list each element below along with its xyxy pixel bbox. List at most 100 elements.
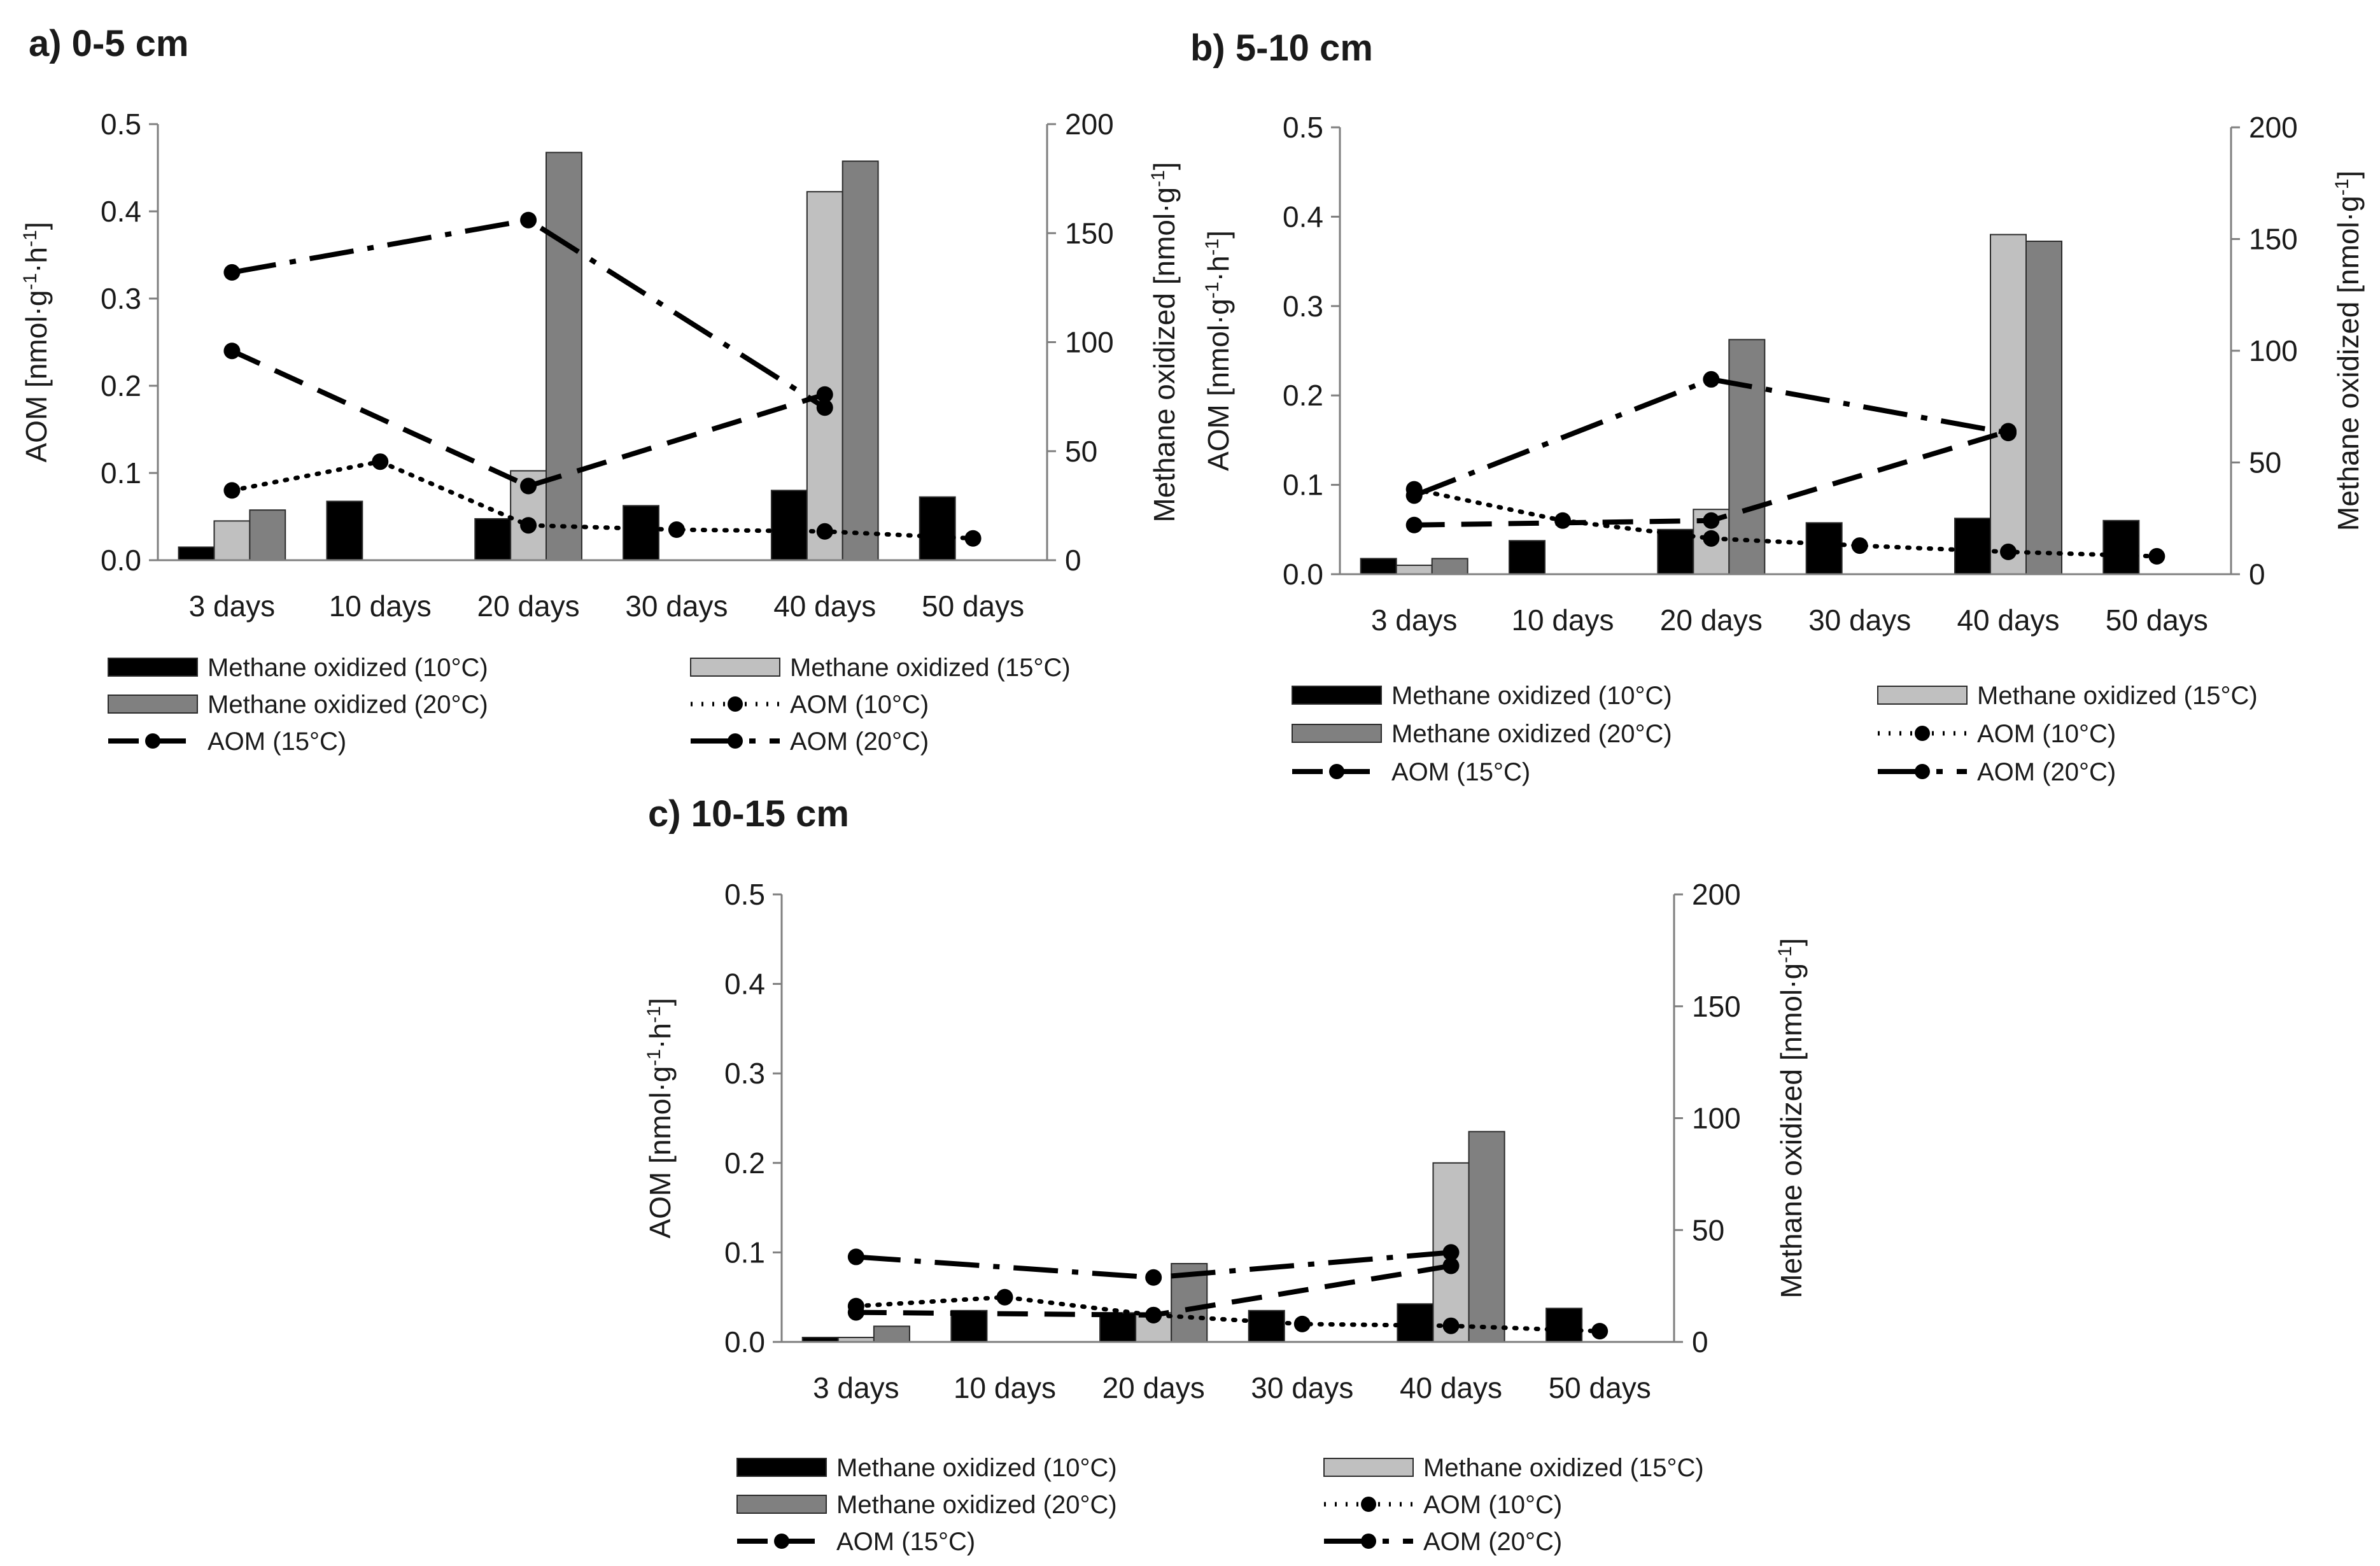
left-axis-tick-label: 0.2 bbox=[101, 369, 141, 402]
bar-s0-3 bbox=[1805, 522, 1843, 575]
line-point-s0-3 bbox=[1293, 1315, 1311, 1332]
right-axis-title: Methane oxidized [nmol·g-1] bbox=[2332, 171, 2365, 531]
chart-panel-0: a) 0-5 cm 0.0 0.1 0.2 0.3 0.4 0.5 0 50 100 150 200 A… bbox=[20, 23, 1181, 756]
line-point-s1-2 bbox=[816, 386, 833, 403]
left-axis-tick-label: 0.0 bbox=[724, 1325, 765, 1358]
legend-marker-aom20 bbox=[1361, 1534, 1376, 1549]
legend-label-aom10: AOM (10°C) bbox=[1423, 1491, 1562, 1519]
line-point-s2-0 bbox=[1405, 487, 1423, 504]
legend-swatch-mo10 bbox=[1292, 686, 1382, 705]
x-tick-label: 10 days bbox=[1511, 603, 1614, 637]
left-axis-tick-label: 0.2 bbox=[1283, 379, 1323, 412]
x-tick-label: 40 days bbox=[773, 589, 876, 623]
legend-label-mo20: Methane oxidized (20°C) bbox=[1391, 720, 1672, 748]
legend: Methane oxidized (10°C) Methane oxidized … bbox=[108, 654, 1071, 756]
line-point-s0-1 bbox=[372, 453, 389, 470]
chart-title: c) 10-15 cm bbox=[648, 793, 849, 835]
line-series-2 bbox=[1413, 376, 2009, 498]
right-axis-tick-label: 100 bbox=[2249, 334, 2298, 367]
right-axis-tick-label: 100 bbox=[1692, 1102, 1741, 1135]
line-point-s0-2 bbox=[520, 517, 537, 534]
line-point-s2-2 bbox=[2000, 425, 2017, 442]
legend-swatch-mo20 bbox=[108, 695, 198, 714]
x-tick-label: 3 days bbox=[189, 589, 276, 623]
left-axis-tick-label: 0.4 bbox=[1283, 200, 1323, 233]
left-axis-title: AOM [nmol·g-1·h-1] bbox=[20, 222, 53, 462]
right-axis-tick-label: 0 bbox=[2249, 558, 2265, 591]
x-tick-label: 30 days bbox=[1251, 1371, 1353, 1404]
bar-s1-0 bbox=[213, 520, 251, 561]
bar-s0-0 bbox=[178, 546, 215, 561]
left-axis-tick-label: 0.5 bbox=[724, 878, 765, 911]
bar-s0-0 bbox=[1360, 558, 1397, 575]
left-axis-tick-label: 0.3 bbox=[724, 1057, 765, 1090]
x-tick-label: 50 days bbox=[2106, 603, 2208, 637]
x-tick-label: 20 days bbox=[1102, 1371, 1205, 1404]
line-point-s0-4 bbox=[816, 523, 833, 540]
legend-swatch-mo15 bbox=[1323, 1458, 1414, 1477]
legend-label-aom15: AOM (15°C) bbox=[208, 728, 346, 756]
right-axis-tick-label: 0 bbox=[1065, 544, 1081, 577]
bar-s0-5 bbox=[919, 496, 956, 561]
left-axis-tick-label: 0.1 bbox=[724, 1236, 765, 1269]
legend-swatch-mo10 bbox=[736, 1458, 827, 1477]
bar-s1-4 bbox=[806, 191, 843, 561]
legend: Methane oxidized (10°C) Methane oxidized … bbox=[736, 1454, 1704, 1556]
bar-s2-0 bbox=[873, 1325, 910, 1343]
left-axis-tick-label: 0.3 bbox=[1283, 290, 1323, 323]
chart-panel-2: c) 10-15 cm 0.0 0.1 0.2 0.3 0.4 0.5 0 50 100 150 20… bbox=[644, 793, 1808, 1556]
bar-s0-1 bbox=[1509, 540, 1546, 575]
bar-s0-3 bbox=[1248, 1309, 1285, 1343]
line-point-s0-4 bbox=[2000, 543, 2017, 560]
line-point-s0-5 bbox=[2148, 547, 2165, 565]
right-axis-tick-label: 50 bbox=[1692, 1213, 1724, 1246]
legend-swatch-mo20 bbox=[1292, 724, 1382, 743]
bar-s0-2 bbox=[474, 518, 512, 561]
x-tick-label: 30 days bbox=[1808, 603, 1911, 637]
line-point-s0-4 bbox=[1442, 1317, 1460, 1334]
legend: Methane oxidized (10°C) Methane oxidized … bbox=[1292, 682, 2258, 786]
bar-s0-4 bbox=[1954, 518, 1991, 575]
right-axis-tick-label: 50 bbox=[1065, 435, 1097, 468]
legend-marker-aom10 bbox=[728, 696, 743, 712]
bar-s2-0 bbox=[249, 509, 286, 561]
bar-s2-4 bbox=[2025, 241, 2062, 575]
line-point-s2-1 bbox=[1703, 370, 1720, 388]
legend-marker-aom10 bbox=[1361, 1497, 1376, 1512]
legend-label-mo15: Methane oxidized (15°C) bbox=[790, 654, 1071, 682]
bar-s0-2 bbox=[1657, 528, 1694, 575]
x-tick-label: 10 days bbox=[954, 1371, 1056, 1404]
x-tick-label: 3 days bbox=[813, 1371, 899, 1404]
legend-label-aom20: AOM (20°C) bbox=[1423, 1528, 1562, 1556]
chart-title: b) 5-10 cm bbox=[1190, 27, 1373, 69]
line-point-s0-1 bbox=[996, 1288, 1013, 1306]
left-axis-tick-label: 0.3 bbox=[101, 282, 141, 315]
legend-label-aom15: AOM (15°C) bbox=[1391, 758, 1530, 786]
right-axis-title: Methane oxidized [nmol·g-1] bbox=[1148, 162, 1181, 522]
legend-label-mo10: Methane oxidized (10°C) bbox=[836, 1454, 1117, 1482]
line-point-s1-0 bbox=[1405, 516, 1423, 533]
bar-s1-4 bbox=[1990, 234, 2027, 575]
x-tick-label: 40 days bbox=[1400, 1371, 1502, 1404]
legend-marker-aom10 bbox=[1915, 726, 1930, 741]
line-point-s0-2 bbox=[1703, 530, 1720, 547]
legend-label-mo20: Methane oxidized (20°C) bbox=[208, 691, 488, 719]
line-point-s1-2 bbox=[1442, 1257, 1460, 1274]
bar-s1-0 bbox=[1395, 564, 1433, 575]
bar-s0-4 bbox=[770, 490, 808, 561]
right-axis-tick-label: 150 bbox=[1692, 990, 1741, 1023]
legend-marker-aom20 bbox=[1915, 764, 1930, 779]
right-axis-tick-label: 150 bbox=[1065, 216, 1114, 250]
line-point-s0-5 bbox=[1591, 1323, 1609, 1340]
line-point-s1-1 bbox=[1703, 512, 1720, 529]
x-tick-label: 10 days bbox=[329, 589, 432, 623]
legend-swatch-mo15 bbox=[690, 658, 780, 677]
left-axis-tick-label: 0.0 bbox=[1283, 558, 1323, 591]
line-point-s2-0 bbox=[223, 264, 241, 281]
legend-label-mo20: Methane oxidized (20°C) bbox=[836, 1491, 1117, 1519]
line-point-s2-2 bbox=[1442, 1244, 1460, 1261]
legend-marker-aom15 bbox=[774, 1534, 789, 1549]
right-axis-tick-label: 200 bbox=[1065, 108, 1114, 141]
